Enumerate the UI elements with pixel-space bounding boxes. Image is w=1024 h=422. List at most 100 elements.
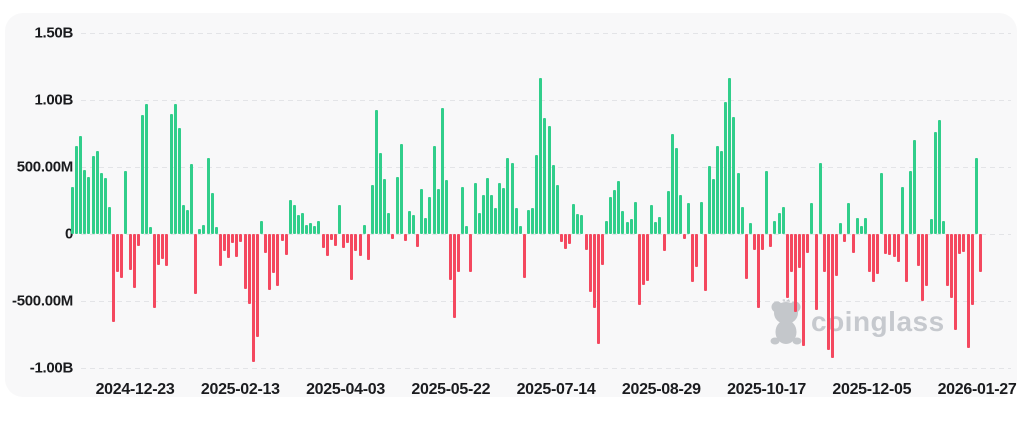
bar[interactable] bbox=[605, 220, 609, 234]
bar[interactable] bbox=[128, 234, 132, 271]
bar[interactable] bbox=[531, 208, 535, 234]
bar[interactable] bbox=[555, 185, 559, 234]
bar[interactable] bbox=[453, 234, 457, 319]
bar[interactable] bbox=[777, 212, 781, 234]
bar[interactable] bbox=[855, 217, 859, 234]
bar[interactable] bbox=[814, 234, 818, 310]
bar[interactable] bbox=[946, 234, 949, 287]
bar[interactable] bbox=[255, 234, 259, 337]
bar[interactable] bbox=[600, 234, 604, 265]
bar[interactable] bbox=[826, 234, 830, 351]
bar[interactable] bbox=[346, 234, 350, 243]
bar[interactable] bbox=[699, 201, 703, 234]
bar[interactable] bbox=[177, 128, 181, 234]
bar[interactable] bbox=[157, 234, 161, 265]
bar[interactable] bbox=[272, 234, 276, 273]
bar[interactable] bbox=[691, 234, 695, 283]
bar[interactable] bbox=[99, 173, 103, 234]
bar[interactable] bbox=[301, 213, 305, 234]
bar[interactable] bbox=[305, 224, 309, 234]
bar[interactable] bbox=[835, 234, 839, 276]
bar[interactable] bbox=[884, 234, 888, 255]
bar[interactable] bbox=[276, 234, 280, 287]
bar[interactable] bbox=[227, 234, 231, 259]
bar[interactable] bbox=[896, 234, 900, 263]
bar[interactable] bbox=[773, 221, 777, 234]
bar[interactable] bbox=[440, 108, 444, 234]
bar[interactable] bbox=[268, 234, 272, 290]
bar[interactable] bbox=[395, 176, 399, 234]
bar[interactable] bbox=[654, 222, 658, 234]
bar[interactable] bbox=[929, 219, 933, 234]
bar[interactable] bbox=[781, 207, 785, 234]
bar[interactable] bbox=[609, 196, 613, 234]
bar[interactable] bbox=[642, 234, 645, 285]
bar[interactable] bbox=[621, 210, 625, 234]
bar[interactable] bbox=[592, 234, 596, 308]
bar[interactable] bbox=[391, 234, 395, 240]
bar[interactable] bbox=[728, 77, 732, 234]
bar[interactable] bbox=[420, 188, 424, 234]
bar[interactable] bbox=[900, 186, 904, 234]
bar[interactable] bbox=[350, 234, 354, 280]
bar[interactable] bbox=[863, 217, 867, 234]
bar[interactable] bbox=[71, 187, 74, 234]
bar[interactable] bbox=[383, 178, 387, 234]
bar[interactable] bbox=[444, 179, 448, 234]
bar[interactable] bbox=[563, 234, 567, 249]
bar[interactable] bbox=[744, 234, 748, 279]
bar[interactable] bbox=[490, 194, 494, 234]
bar[interactable] bbox=[880, 173, 884, 234]
bar[interactable] bbox=[822, 234, 826, 273]
bar[interactable] bbox=[370, 185, 374, 234]
bar[interactable] bbox=[547, 126, 551, 234]
bar[interactable] bbox=[843, 234, 847, 242]
bar[interactable] bbox=[539, 77, 543, 234]
bar[interactable] bbox=[872, 234, 876, 283]
bar[interactable] bbox=[403, 234, 407, 242]
bar[interactable] bbox=[485, 178, 489, 234]
bar[interactable] bbox=[687, 203, 691, 234]
bar[interactable] bbox=[658, 216, 662, 234]
bar[interactable] bbox=[309, 223, 313, 234]
bar[interactable] bbox=[617, 181, 621, 234]
bar[interactable] bbox=[366, 234, 370, 260]
bar[interactable] bbox=[909, 171, 913, 234]
bar[interactable] bbox=[888, 234, 892, 256]
bar[interactable] bbox=[646, 234, 650, 281]
bar[interactable] bbox=[140, 114, 144, 234]
bar[interactable] bbox=[428, 196, 432, 234]
bar[interactable] bbox=[432, 145, 436, 234]
bar[interactable] bbox=[325, 234, 329, 257]
bar[interactable] bbox=[313, 226, 317, 234]
bar[interactable] bbox=[867, 234, 871, 273]
bar[interactable] bbox=[243, 234, 247, 289]
bar[interactable] bbox=[502, 188, 506, 234]
bar[interactable] bbox=[374, 110, 378, 234]
bar[interactable] bbox=[169, 113, 173, 234]
bar[interactable] bbox=[917, 234, 921, 267]
bar[interactable] bbox=[740, 207, 744, 234]
bar[interactable] bbox=[124, 171, 128, 234]
bar[interactable] bbox=[407, 210, 411, 234]
bar[interactable] bbox=[223, 234, 226, 252]
bar[interactable] bbox=[214, 227, 218, 234]
bar[interactable] bbox=[958, 234, 962, 255]
bar[interactable] bbox=[526, 209, 530, 234]
bar[interactable] bbox=[292, 204, 296, 234]
bar[interactable] bbox=[904, 234, 908, 283]
bar[interactable] bbox=[711, 178, 715, 234]
bar[interactable] bbox=[876, 234, 880, 275]
bar[interactable] bbox=[202, 225, 206, 234]
bar[interactable] bbox=[79, 136, 83, 234]
bar[interactable] bbox=[186, 209, 190, 234]
bar[interactable] bbox=[494, 208, 498, 234]
bar[interactable] bbox=[588, 234, 592, 292]
bar[interactable] bbox=[218, 234, 222, 267]
bar[interactable] bbox=[231, 234, 235, 243]
bar[interactable] bbox=[448, 234, 452, 280]
bar[interactable] bbox=[198, 229, 202, 234]
bar[interactable] bbox=[892, 234, 896, 257]
bar[interactable] bbox=[181, 204, 185, 234]
bar[interactable] bbox=[506, 158, 510, 234]
